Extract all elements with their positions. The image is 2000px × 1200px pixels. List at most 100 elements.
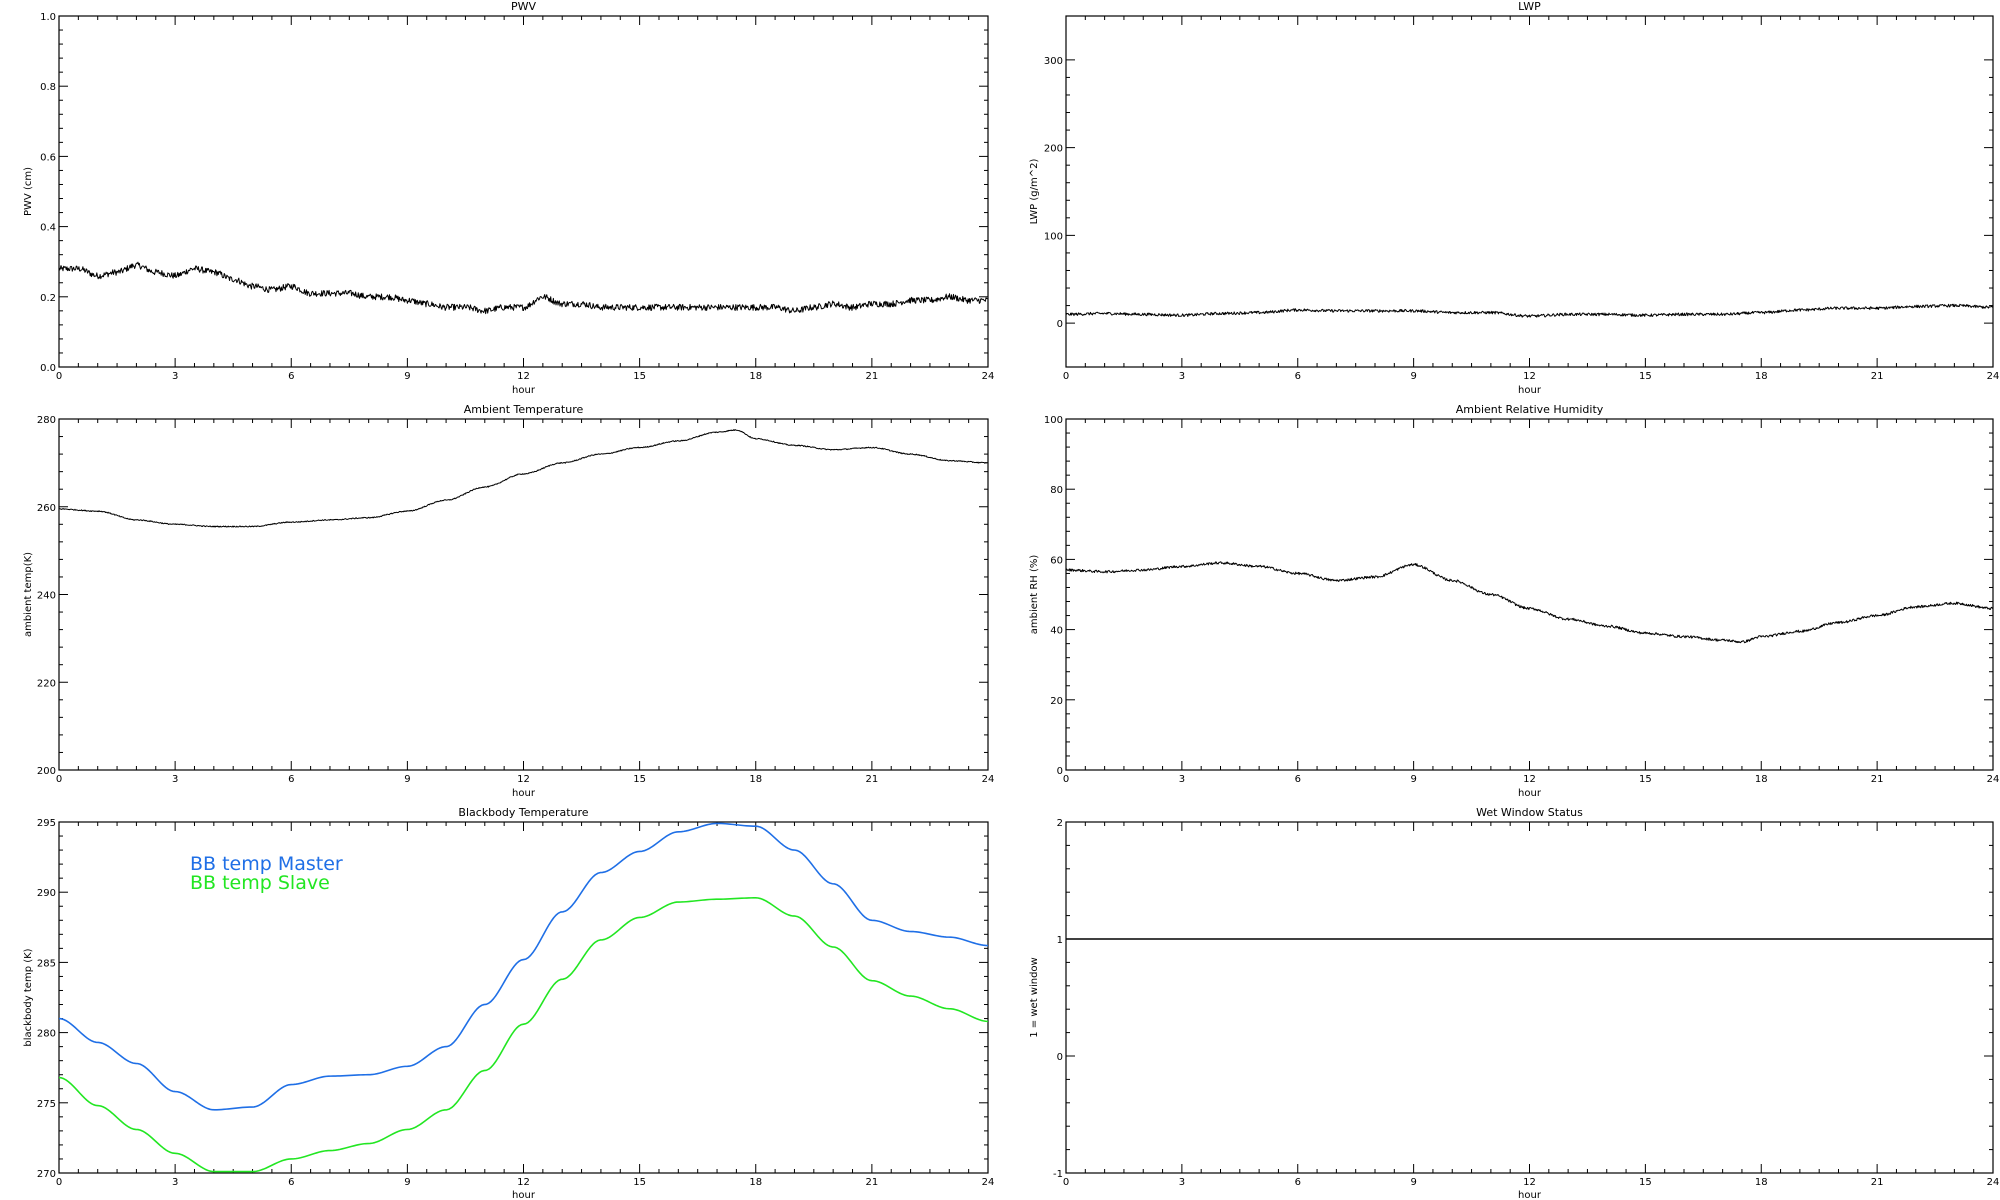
lwp-xtick-label: 12 xyxy=(1523,371,1536,382)
rh-xtick-label: 6 xyxy=(1295,774,1301,785)
wet-xtick-label: 15 xyxy=(1639,1177,1652,1188)
lwp-series-line xyxy=(1065,303,1994,318)
wet-xtick-label: 9 xyxy=(1410,1177,1416,1188)
lwp-ytick-label: 100 xyxy=(1044,231,1063,242)
bb-xtick-label: 15 xyxy=(633,1177,646,1188)
temp-xtick-label: 18 xyxy=(749,774,762,785)
rh-xtick-label: 9 xyxy=(1410,774,1416,785)
bb-ytick-label: 270 xyxy=(37,1169,56,1180)
pwv-xtick-label: 12 xyxy=(517,371,530,382)
temp-xtick-label: 21 xyxy=(866,774,879,785)
pwv-xlabel: hour xyxy=(512,385,536,396)
lwp-panel: LWP hour LWP (g/m^2) 0 3 6 9 12 15 18 21 24 0 100 2… xyxy=(1029,0,1999,396)
pwv-xtick-label: 15 xyxy=(633,371,646,382)
pwv-ylabel: PWV (cm) xyxy=(23,167,34,216)
rh-title: Ambient Relative Humidity xyxy=(1456,403,1604,416)
bb-xtick-label: 24 xyxy=(982,1177,995,1188)
rh-xtick-label: 21 xyxy=(1871,774,1884,785)
temp-xtick-label: 9 xyxy=(404,774,410,785)
temp-ytick-label: 260 xyxy=(37,503,56,514)
bb-ytick-label: 275 xyxy=(37,1099,56,1110)
wet-ytick-label: 0 xyxy=(1057,1052,1063,1063)
bb-ytick-label: 285 xyxy=(37,958,56,969)
temp-xtick-label: 24 xyxy=(982,774,995,785)
bb-xlabel: hour xyxy=(512,1190,536,1200)
lwp-xlabel: hour xyxy=(1518,385,1542,396)
wet-xtick-label: 18 xyxy=(1755,1177,1768,1188)
lwp-xtick-label: 3 xyxy=(1179,371,1185,382)
bb-xtick-label: 0 xyxy=(56,1177,62,1188)
rh-xtick-label: 3 xyxy=(1179,774,1185,785)
pwv-ytick-label: 0.2 xyxy=(40,293,56,304)
pwv-xtick-label: 21 xyxy=(866,371,879,382)
bb-xtick-label: 3 xyxy=(172,1177,178,1188)
bb-ytick-label: 295 xyxy=(37,818,56,829)
rh-panel: Ambient Relative Humidity hour ambient R… xyxy=(1029,403,1999,799)
lwp-xtick-label: 9 xyxy=(1410,371,1416,382)
pwv-title: PWV xyxy=(511,0,537,13)
pwv-panel: PWV hour PWV (cm) 0 3 6 9 12 15 18 21 24 0.0 0.2 0.… xyxy=(23,0,994,396)
bb-ytick-label: 290 xyxy=(37,888,56,899)
lwp-xtick-label: 21 xyxy=(1871,371,1884,382)
rh-ytick-label: 80 xyxy=(1050,485,1063,496)
rh-ytick-label: 20 xyxy=(1050,696,1063,707)
temp-xtick-label: 12 xyxy=(517,774,530,785)
pwv-ytick-label: 0.8 xyxy=(40,82,56,93)
pwv-xtick-label: 0 xyxy=(56,371,62,382)
temp-xtick-label: 15 xyxy=(633,774,646,785)
wet-ytick-label: 1 xyxy=(1057,935,1063,946)
pwv-ytick-label: 1.0 xyxy=(40,12,56,23)
temp-series-line xyxy=(58,429,989,528)
bb-title: Blackbody Temperature xyxy=(458,806,588,819)
pwv-series-line xyxy=(58,261,989,315)
rh-xtick-label: 24 xyxy=(1987,774,2000,785)
legend-bb-master: BB temp Master xyxy=(190,853,343,875)
temp-xtick-label: 3 xyxy=(172,774,178,785)
bb-xtick-label: 12 xyxy=(517,1177,530,1188)
temp-ytick-label: 280 xyxy=(37,415,56,426)
rh-ytick-label: 60 xyxy=(1050,555,1063,566)
temp-ytick-label: 220 xyxy=(37,678,56,689)
rh-xtick-label: 0 xyxy=(1063,774,1069,785)
pwv-xtick-label: 6 xyxy=(288,371,294,382)
temp-ytick-label: 240 xyxy=(37,591,56,602)
legend-bb-slave: BB temp Slave xyxy=(190,872,330,894)
wet-xtick-label: 24 xyxy=(1987,1177,2000,1188)
pwv-ytick-label: 0.0 xyxy=(40,363,56,374)
wet-ylabel: 1 = wet window xyxy=(1029,957,1040,1037)
pwv-xtick-label: 18 xyxy=(749,371,762,382)
rh-xlabel: hour xyxy=(1518,788,1542,799)
wet-panel: Wet Window Status hour 1 = wet window 0 3… xyxy=(1029,806,1999,1200)
bb-xtick-label: 18 xyxy=(749,1177,762,1188)
wet-ytick-label: -1 xyxy=(1053,1169,1063,1180)
bb-xtick-label: 6 xyxy=(288,1177,294,1188)
pwv-ytick-label: 0.4 xyxy=(40,223,56,234)
bb-series-bb-temp-slave xyxy=(58,897,989,1173)
temp-ylabel: ambient temp(K) xyxy=(23,552,34,637)
pwv-xtick-label: 3 xyxy=(172,371,178,382)
wet-xtick-label: 0 xyxy=(1063,1177,1069,1188)
wet-ytick-label: 2 xyxy=(1057,818,1063,829)
wet-xtick-label: 6 xyxy=(1295,1177,1301,1188)
bb-panel: Blackbody Temperature hour blackbody tem… xyxy=(23,806,994,1200)
lwp-ylabel: LWP (g/m^2) xyxy=(1029,159,1040,225)
lwp-title: LWP xyxy=(1518,0,1541,13)
bb-ytick-label: 280 xyxy=(37,1029,56,1040)
rh-xtick-label: 12 xyxy=(1523,774,1536,785)
pwv-ytick-label: 0.6 xyxy=(40,152,56,163)
rh-xtick-label: 18 xyxy=(1755,774,1768,785)
pwv-xtick-label: 24 xyxy=(982,371,995,382)
rh-ytick-label: 0 xyxy=(1057,766,1063,777)
bb-series-bb-temp-master xyxy=(58,822,989,1111)
pwv-xtick-label: 9 xyxy=(404,371,410,382)
lwp-xtick-label: 24 xyxy=(1987,371,2000,382)
lwp-ytick-label: 200 xyxy=(1044,144,1063,155)
bb-xtick-label: 9 xyxy=(404,1177,410,1188)
lwp-xtick-label: 0 xyxy=(1063,371,1069,382)
temp-xlabel: hour xyxy=(512,788,536,799)
lwp-ytick-label: 0 xyxy=(1057,319,1063,330)
rh-xtick-label: 15 xyxy=(1639,774,1652,785)
rh-series-line xyxy=(1065,561,1994,644)
temp-ytick-label: 200 xyxy=(37,766,56,777)
